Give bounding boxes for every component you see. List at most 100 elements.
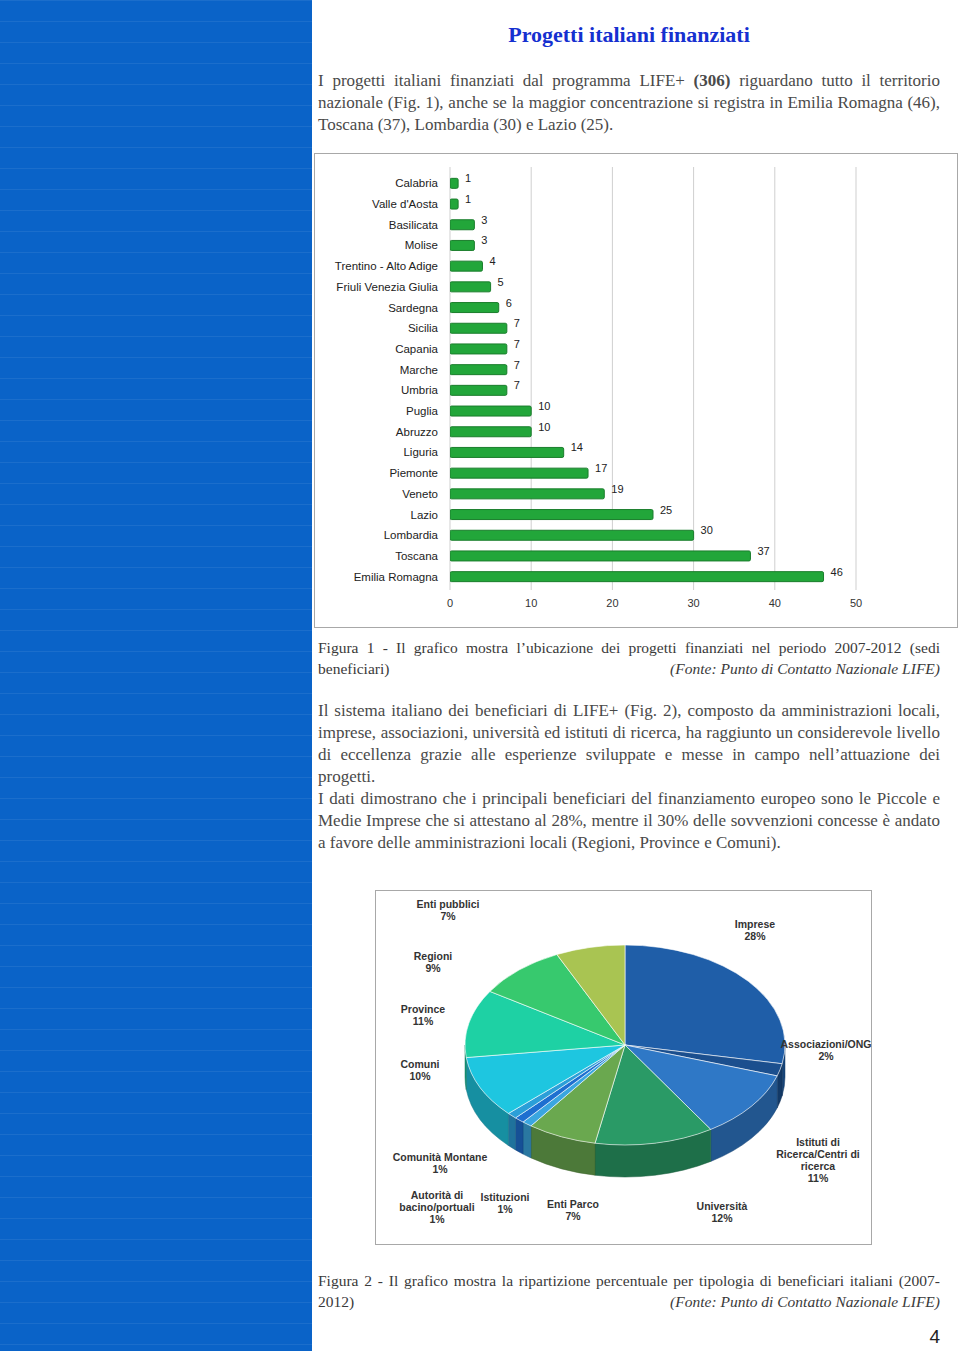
bar [450, 510, 653, 520]
category-label: Emilia Romagna [354, 571, 439, 583]
data-label: 19 [611, 483, 623, 495]
data-label: 1 [465, 193, 471, 205]
slice-label: Enti Parco7% [521, 1198, 625, 1222]
tick-label: 30 [687, 597, 699, 609]
slice-label: Province11% [371, 1003, 475, 1027]
category-label: Liguria [403, 446, 438, 458]
slice-label: Regioni9% [381, 950, 485, 974]
data-label: 1% [388, 1163, 492, 1175]
tick-label: 50 [850, 597, 862, 609]
data-label: 5 [498, 276, 504, 288]
category-label: Sardegna [388, 302, 438, 314]
category-label: Basilicata [389, 219, 439, 231]
bar [450, 385, 507, 395]
chart-frame [376, 891, 872, 1245]
category-label: Toscana [395, 550, 438, 562]
data-label: 30 [701, 524, 713, 536]
chart-frame [315, 154, 958, 628]
bar [450, 427, 531, 437]
data-label: 28% [703, 930, 807, 942]
bar [450, 199, 458, 209]
slice-name: Enti pubblici [396, 898, 500, 910]
slice-name: Università [670, 1200, 774, 1212]
paragraph: Il sistema italiano dei beneficiari di L… [318, 700, 940, 788]
slice-name: Istituti di Ricerca/Centri di ricerca [766, 1136, 870, 1172]
data-label: 11% [371, 1015, 475, 1027]
data-label: 3 [481, 214, 487, 226]
grid-line [774, 167, 775, 590]
slice-side [508, 1113, 515, 1149]
figure-caption: Figura 2 - Il grafico mostra la ripartiz… [318, 1270, 940, 1312]
data-label: 7 [514, 379, 520, 391]
category-label: Abruzzo [396, 426, 438, 438]
slice-label: Università12% [670, 1200, 774, 1224]
bar [450, 344, 507, 354]
category-label: Marche [400, 364, 438, 376]
data-label: 1% [385, 1213, 489, 1225]
data-label: 1 [465, 172, 471, 184]
slice-name: Autorità di bacino/portuali [385, 1189, 489, 1213]
data-label: 9% [381, 962, 485, 974]
category-label: Umbria [401, 384, 439, 396]
category-label: Puglia [406, 405, 439, 417]
slice-name: Regioni [381, 950, 485, 962]
slice-side [523, 1122, 531, 1158]
pie-slices [465, 945, 785, 1145]
grid-line [856, 167, 857, 590]
bar [450, 406, 531, 416]
data-label: 7 [514, 359, 520, 371]
data-label: 7% [521, 1210, 625, 1222]
slice-label: Autorità di bacino/portuali1% [385, 1189, 489, 1225]
slice-label: Comuni10% [368, 1058, 472, 1082]
data-label: 25 [660, 504, 672, 516]
slice-label: Enti pubblici7% [396, 898, 500, 922]
pie-slice [625, 945, 785, 1064]
data-label: 46 [831, 566, 843, 578]
slice-label: Comunità Montane1% [388, 1151, 492, 1175]
bar [450, 220, 474, 230]
bar [450, 178, 458, 188]
bar [450, 323, 507, 333]
caption-source: (Fonte: Punto di Contatto Nazionale LIFE… [670, 1291, 940, 1312]
data-label: 10% [368, 1070, 472, 1082]
grid-line [450, 167, 451, 590]
category-label: Lombardia [384, 529, 439, 541]
slice-name: Imprese [703, 918, 807, 930]
slice-name: Comunità Montane [388, 1151, 492, 1163]
text-run: (306) [694, 71, 731, 90]
figure-caption: Figura 1 - Il grafico mostra l’ubicazion… [318, 637, 940, 679]
tick-label: 10 [525, 597, 537, 609]
data-label: 7 [514, 338, 520, 350]
category-label: Valle d'Aosta [372, 198, 439, 210]
bar [450, 447, 564, 457]
bar [450, 489, 604, 499]
data-label: 10 [538, 400, 550, 412]
category-label: Capania [395, 343, 438, 355]
body-text: Il sistema italiano dei beneficiari di L… [318, 700, 940, 854]
text-run: I progetti italiani finanziati dal progr… [318, 71, 694, 90]
paragraph: I dati dimostrano che i principali benef… [318, 788, 940, 854]
data-label: 4 [489, 255, 495, 267]
data-label: 14 [571, 441, 583, 453]
slice-label: Associazioni/ONG2% [774, 1038, 878, 1062]
data-label: 6 [506, 297, 512, 309]
bar [450, 468, 588, 478]
sidebar [0, 0, 312, 1351]
grid-line [693, 167, 694, 590]
bar [450, 551, 750, 561]
paragraph: I progetti italiani finanziati dal progr… [318, 70, 940, 136]
category-label: Sicilia [408, 322, 439, 334]
slice-side [515, 1118, 523, 1154]
page-number: 4 [900, 1326, 940, 1348]
grid-line [612, 167, 613, 590]
pie-sides [465, 1045, 785, 1177]
data-label: 2% [774, 1050, 878, 1062]
bars [450, 178, 824, 581]
grid-line [531, 167, 532, 590]
tick-label: 40 [769, 597, 781, 609]
slice-label: Imprese28% [703, 918, 807, 942]
data-label: 7% [396, 910, 500, 922]
bar [450, 365, 507, 375]
bar [450, 530, 694, 540]
bar [450, 282, 491, 292]
